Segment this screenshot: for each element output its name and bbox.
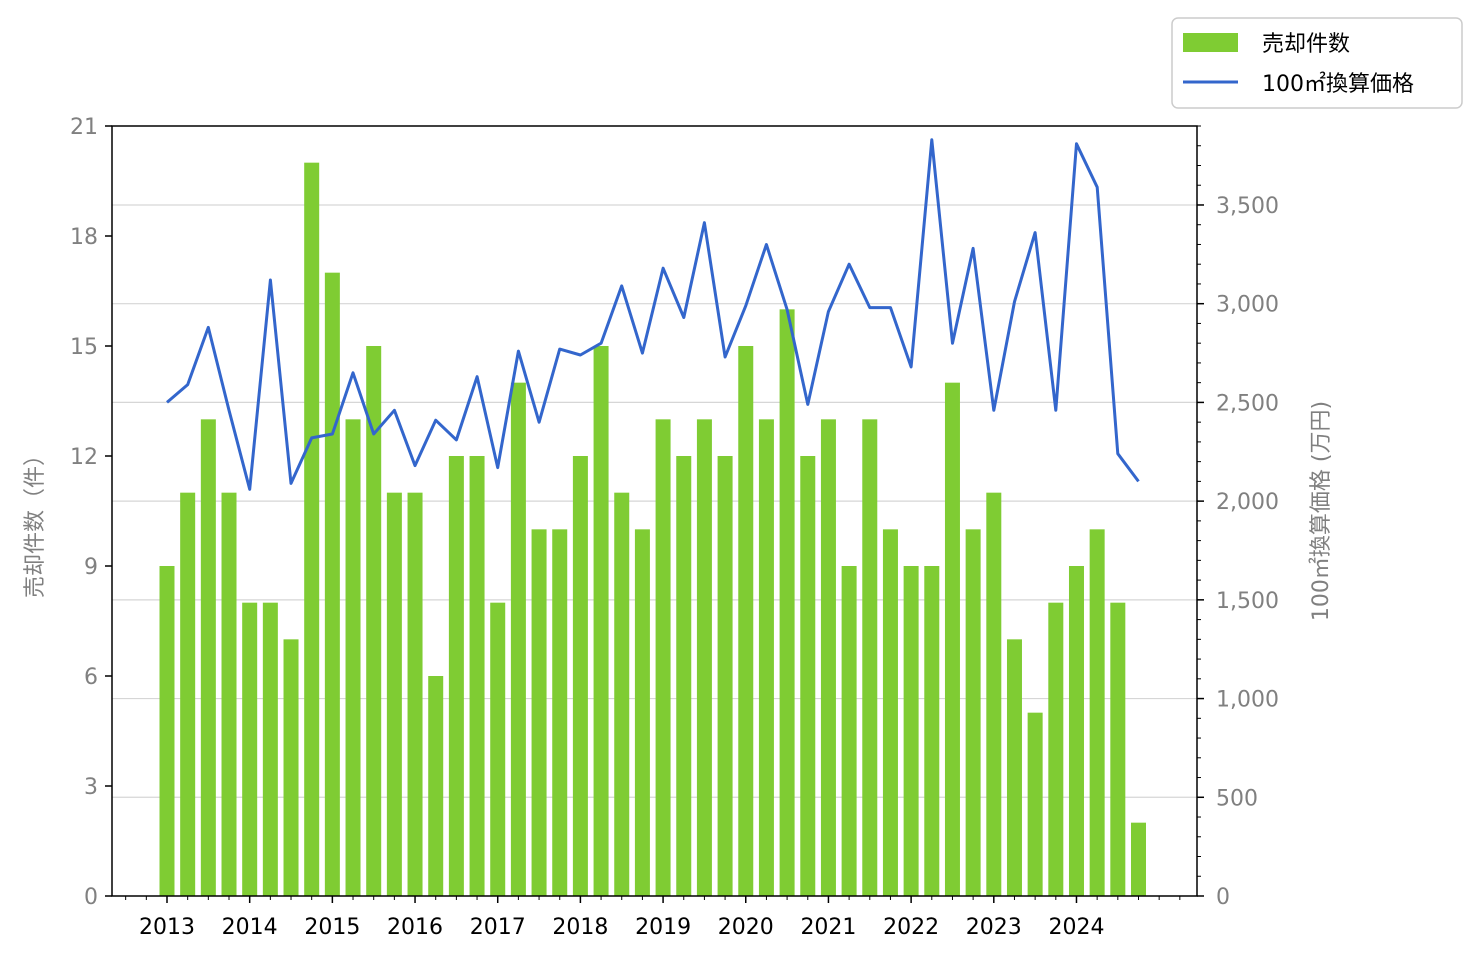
- bar: [1110, 602, 1126, 896]
- bar: [510, 382, 526, 897]
- bar: [903, 566, 919, 896]
- x-tick-label: 2024: [1048, 915, 1104, 940]
- bar: [820, 419, 836, 896]
- bar: [448, 456, 464, 896]
- bar: [283, 639, 299, 896]
- bar: [469, 456, 485, 896]
- bar: [1006, 639, 1022, 896]
- bar: [593, 346, 609, 896]
- bar: [490, 602, 506, 896]
- bar: [407, 492, 423, 896]
- bar: [1027, 712, 1043, 896]
- bar: [180, 492, 196, 896]
- x-tick-label: 2022: [883, 915, 939, 940]
- right-tick-label: 1,500: [1216, 589, 1279, 614]
- bar: [304, 162, 320, 896]
- right-tick-label: 1,000: [1216, 688, 1279, 713]
- legend-frame: [1171, 17, 1463, 109]
- x-tick-label: 2016: [387, 915, 443, 940]
- bar: [676, 456, 692, 896]
- bar: [531, 529, 547, 896]
- right-tick-label: 3,500: [1216, 194, 1279, 219]
- left-tick-label: 12: [70, 445, 98, 470]
- bar: [386, 492, 402, 896]
- bar: [324, 272, 340, 897]
- right-axis-title: 100㎡換算価格 (万円): [1308, 401, 1334, 621]
- price-line: [166, 138, 1140, 491]
- bar: [924, 566, 940, 896]
- bar: [696, 419, 712, 896]
- line-series: [166, 138, 1140, 491]
- x-tick-label: 2013: [139, 915, 195, 940]
- left-tick-label: 6: [84, 665, 98, 690]
- plot-frame: [111, 125, 1198, 897]
- bar: [242, 602, 258, 896]
- bar: [779, 309, 795, 896]
- bar: [366, 346, 382, 896]
- left-tick-label: 21: [70, 115, 98, 140]
- bar: [800, 456, 816, 896]
- bar: [841, 566, 857, 896]
- bar: [1068, 566, 1084, 896]
- right-tick-label: 3,000: [1216, 293, 1279, 318]
- axes: 0 3 6 9 12 15 18 21 0 500 1,000 1,500 2,000 2,500 3,00…: [70, 115, 1279, 940]
- bar: [738, 346, 754, 896]
- x-tick-label: 2023: [966, 915, 1022, 940]
- bar: [655, 419, 671, 896]
- left-tick-label: 0: [84, 885, 98, 910]
- right-tick-label: 0: [1216, 885, 1230, 910]
- bar: [552, 529, 568, 896]
- left-tick-label: 9: [84, 555, 98, 580]
- bar: [262, 602, 278, 896]
- right-tick-label: 500: [1216, 786, 1258, 811]
- legend: 売却件数 100㎡換算価格: [1171, 17, 1463, 109]
- x-tick-label: 2021: [800, 915, 856, 940]
- bar: [862, 419, 878, 896]
- left-axis-title: 売却件数（件）: [23, 444, 48, 598]
- bar: [1048, 602, 1064, 896]
- bar: [1089, 529, 1105, 896]
- legend-line-label: 100㎡換算価格: [1262, 71, 1414, 97]
- x-tick-label: 2018: [552, 915, 608, 940]
- bar: [345, 419, 361, 896]
- bar: [965, 529, 981, 896]
- legend-bar-label: 売却件数: [1262, 32, 1350, 57]
- bar: [159, 566, 175, 896]
- x-tick-label: 2015: [304, 915, 360, 940]
- bar: [758, 419, 774, 896]
- bar: [944, 382, 960, 897]
- x-tick-label: 2020: [718, 915, 774, 940]
- bar: [221, 492, 237, 896]
- left-tick-label: 18: [70, 225, 98, 250]
- legend-bar-swatch: [1183, 33, 1238, 52]
- bar: [717, 456, 733, 896]
- bar: [882, 529, 898, 896]
- left-tick-label: 15: [70, 335, 98, 360]
- right-tick-label: 2,000: [1216, 490, 1279, 515]
- bar: [200, 419, 216, 896]
- bar: [986, 492, 1002, 896]
- x-tick-label: 2014: [222, 915, 278, 940]
- x-tick-label: 2017: [470, 915, 526, 940]
- x-tick-label: 2019: [635, 915, 691, 940]
- bar: [572, 456, 588, 896]
- left-tick-label: 3: [84, 775, 98, 800]
- bar: [614, 492, 630, 896]
- bar-series: [159, 162, 1146, 897]
- right-tick-label: 2,500: [1216, 391, 1279, 416]
- bar: [428, 676, 444, 896]
- bar: [634, 529, 650, 896]
- bar: [1130, 822, 1146, 896]
